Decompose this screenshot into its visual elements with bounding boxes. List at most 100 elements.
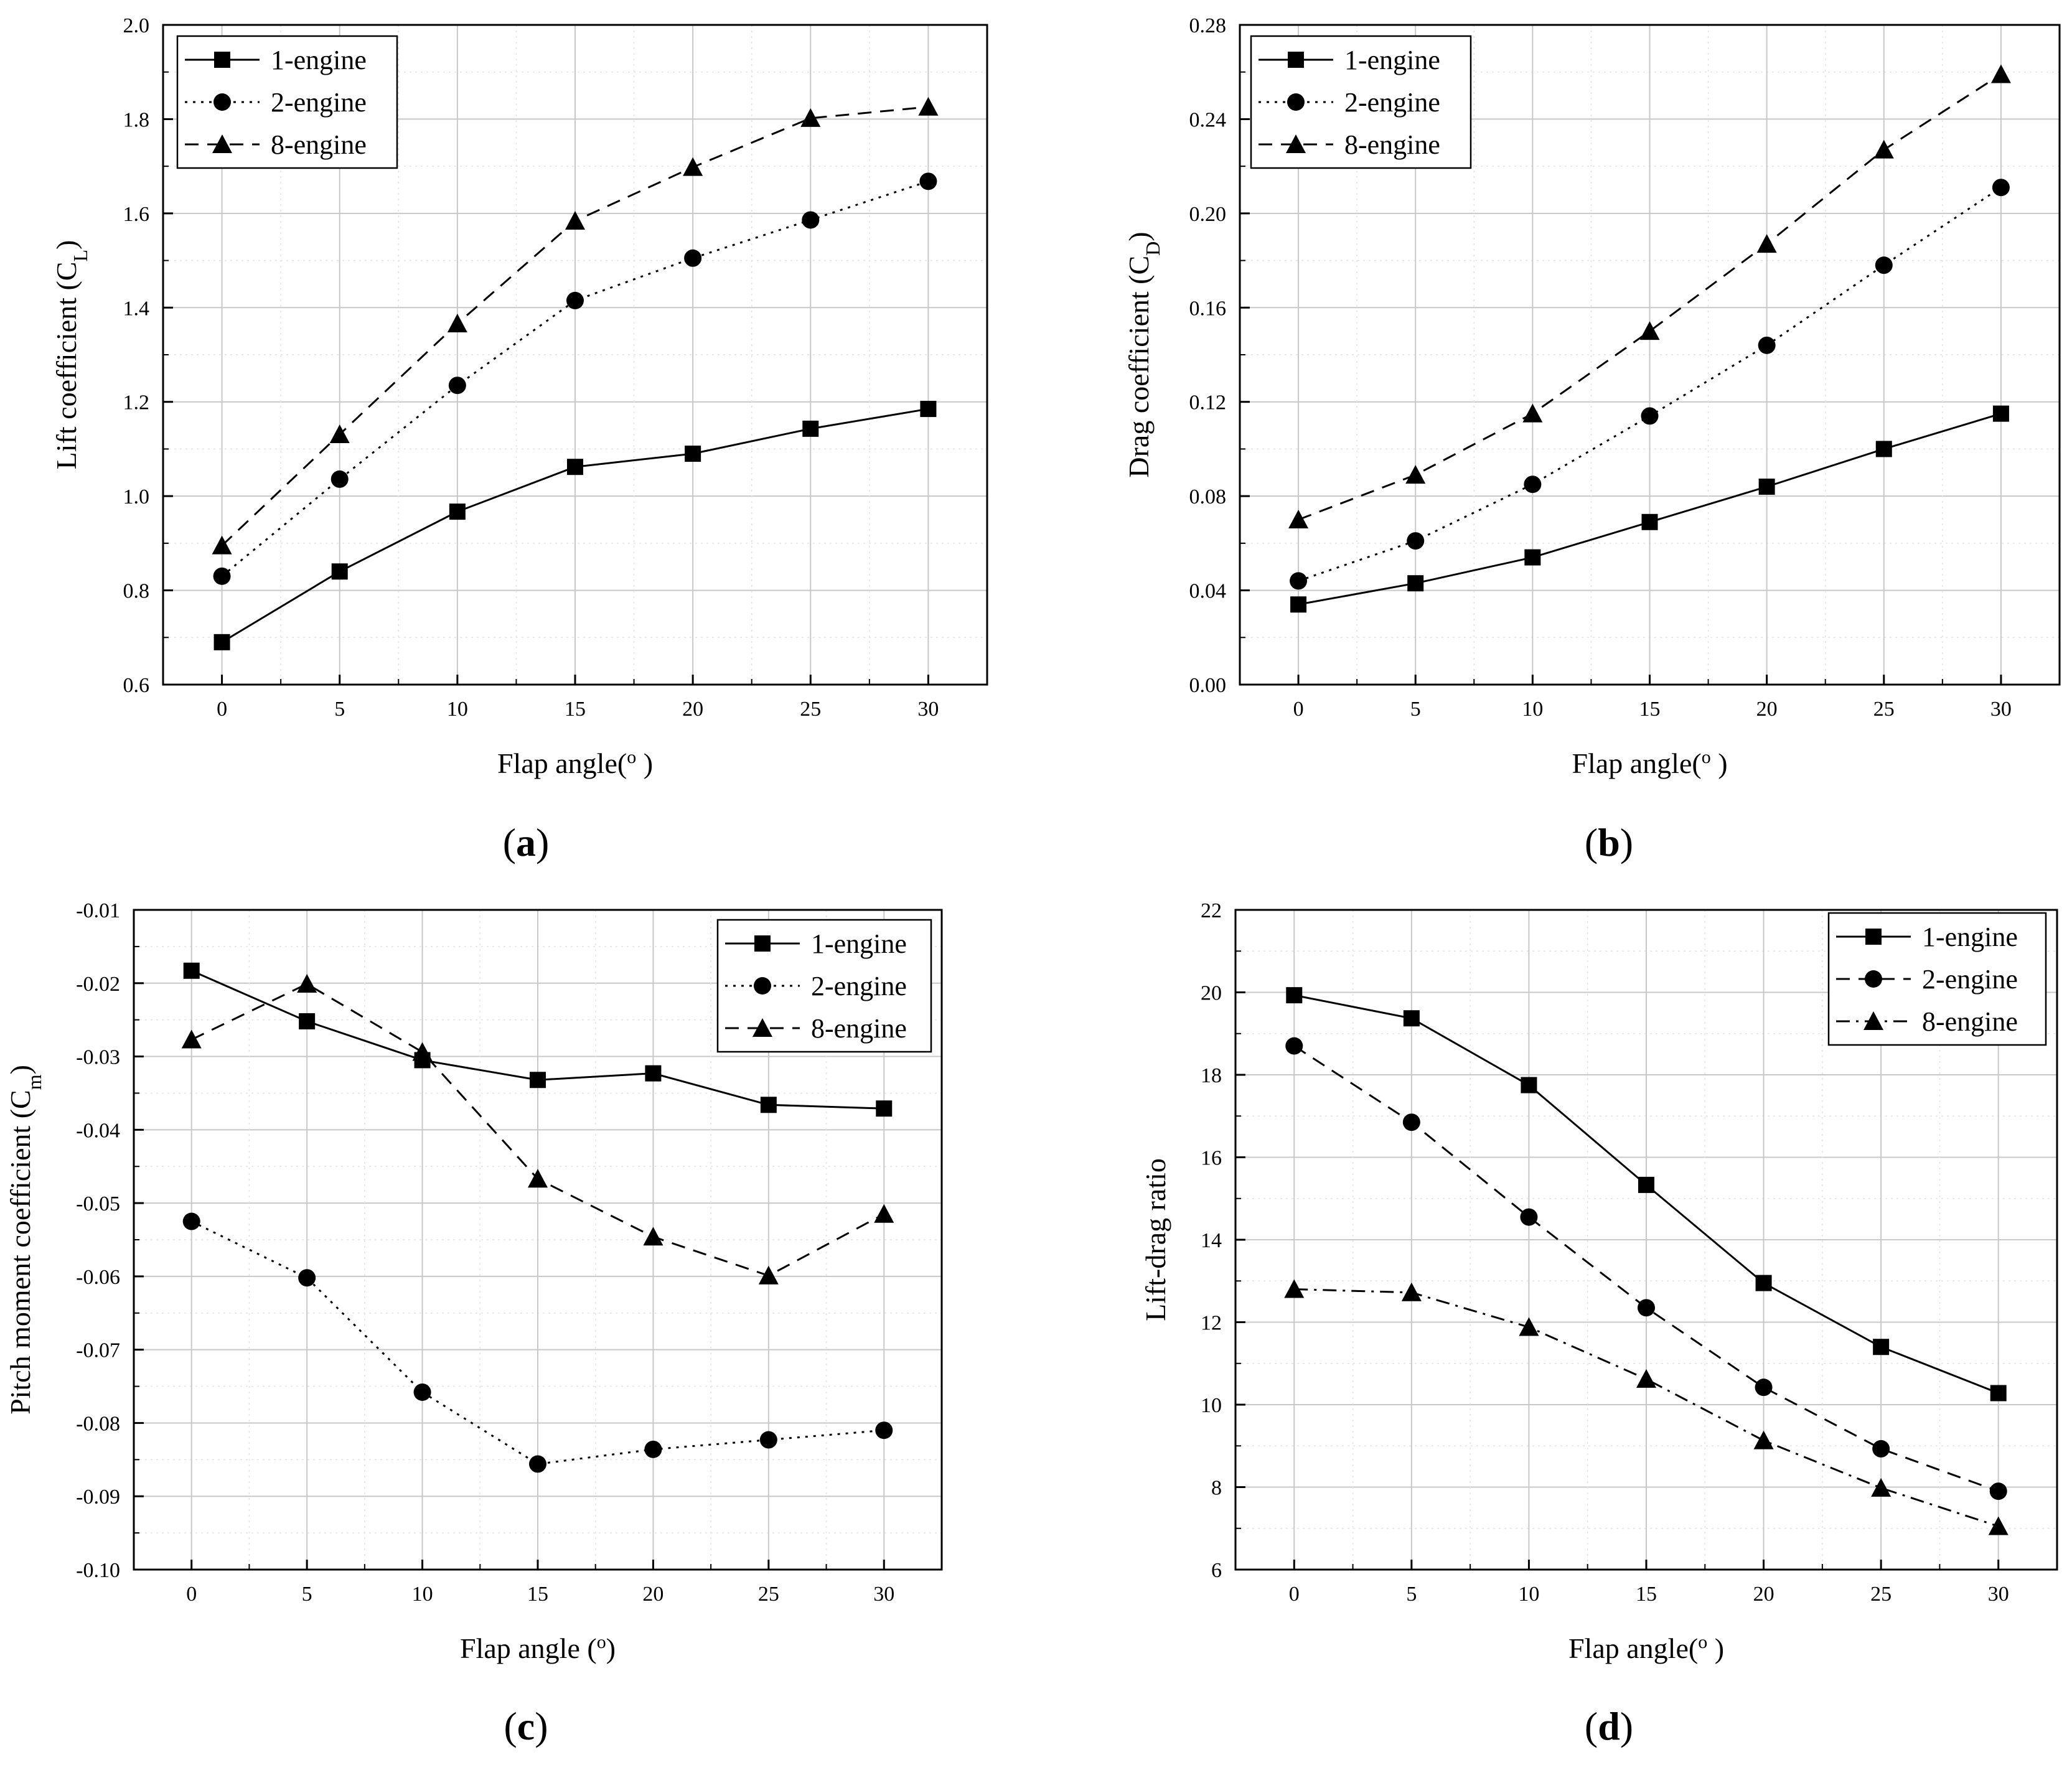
- y-axis-title-text: Drag coefficient (C: [1123, 256, 1155, 478]
- x-axis-title-degree: o: [597, 1632, 606, 1652]
- data-point-2-engine: [448, 377, 466, 395]
- y-tick-label: 0.8: [123, 580, 150, 603]
- series-8-engine: [212, 96, 939, 555]
- legend-marker-8-engine: [212, 134, 232, 153]
- panel-label-open: (: [504, 1704, 517, 1748]
- data-point-1-engine: [1290, 596, 1307, 613]
- x-tick-label: 5: [1406, 1583, 1417, 1606]
- data-point-2-engine: [298, 1269, 316, 1287]
- series-8-engine: [1288, 64, 2011, 528]
- y-axis-title: Drag coefficient (CD): [1123, 232, 1164, 477]
- panel-label-close: ): [536, 820, 549, 864]
- data-point-8-engine: [1873, 139, 1894, 159]
- data-point-1-engine: [1403, 1010, 1420, 1027]
- x-tick-label: 30: [917, 698, 939, 721]
- data-point-8-engine: [1990, 64, 2011, 83]
- y-tick-label: 2.0: [123, 14, 150, 37]
- series-2-engine: [1290, 179, 2010, 590]
- y-tick-label: 0.16: [1189, 297, 1227, 320]
- series-1-engine: [1290, 405, 2009, 613]
- x-axis-title: Flap angle(o ): [497, 747, 653, 780]
- data-point-8-engine: [1401, 1282, 1422, 1301]
- data-point-2-engine: [566, 291, 584, 309]
- x-tick-label: 30: [1990, 698, 2012, 721]
- x-tick-label: 5: [1410, 698, 1421, 721]
- data-point-1-engine: [1992, 405, 2009, 422]
- x-tick-label: 25: [1873, 698, 1895, 721]
- data-point-8-engine: [297, 973, 317, 993]
- series-8-engine: [1284, 1279, 2009, 1535]
- x-tick-label: 0: [217, 698, 227, 721]
- data-point-1-engine: [449, 503, 466, 520]
- x-axis-title-close: ): [606, 1632, 616, 1664]
- legend-marker-2-engine: [213, 93, 231, 111]
- legend-label-2-engine: 2-engine: [1344, 87, 1440, 118]
- y-tick-label: 18: [1201, 1064, 1222, 1087]
- y-tick-label: -0.06: [76, 1266, 120, 1289]
- x-axis-title-degree: o: [1698, 1632, 1707, 1652]
- x-tick-label: 20: [682, 698, 703, 721]
- legend-marker-1-engine: [1865, 929, 1882, 945]
- data-point-2-engine: [1755, 1379, 1773, 1397]
- series-8-engine: [181, 973, 894, 1285]
- x-axis-title: Flap angle(o ): [1572, 747, 1727, 780]
- series-2-engine: [182, 1212, 893, 1473]
- data-point-2-engine: [1758, 336, 1776, 354]
- x-axis-title-degree: o: [627, 747, 636, 767]
- y-tick-label: 0.08: [1189, 485, 1227, 508]
- data-point-1-engine: [920, 401, 937, 418]
- y-tick-label: 0.28: [1189, 14, 1227, 37]
- data-point-8-engine: [528, 1169, 548, 1188]
- y-axis-title: Lift coefficient (CL): [50, 240, 91, 470]
- y-tick-label: 16: [1201, 1147, 1222, 1170]
- panel-label: (d): [1585, 1704, 1633, 1748]
- x-tick-label: 10: [1518, 1583, 1539, 1606]
- data-point-8-engine: [565, 210, 585, 230]
- y-tick-label: -0.05: [76, 1192, 120, 1215]
- data-point-8-engine: [918, 96, 939, 116]
- panel-label: (a): [503, 820, 550, 864]
- data-point-1-engine: [331, 563, 348, 580]
- legend-label-2-engine: 2-engine: [271, 87, 367, 118]
- data-point-2-engine: [759, 1431, 777, 1449]
- data-point-8-engine: [1988, 1516, 2009, 1535]
- data-point-1-engine: [1521, 1077, 1537, 1093]
- chart-panel-b: 0.00 0.04 0.08 0.12 0.16 0.20 0.24 0.28 0 5 10 15 20…: [1123, 14, 2061, 864]
- legend-box: [716, 919, 932, 1053]
- data-point-8-engine: [1636, 1369, 1656, 1388]
- data-point-2-engine: [802, 211, 820, 229]
- x-tick-label: 15: [527, 1583, 548, 1606]
- panel-label: (c): [504, 1704, 548, 1748]
- legend-marker-1-engine: [214, 52, 230, 68]
- x-tick-label: 15: [1636, 1583, 1657, 1606]
- x-axis-title: Flap angle(o ): [1568, 1632, 1724, 1665]
- data-point-8-engine: [1519, 1317, 1539, 1336]
- y-tick-label: -0.07: [76, 1339, 120, 1362]
- y-tick-label: -0.08: [76, 1412, 120, 1435]
- legend: 1-engine 2-engine 8-engine: [1250, 35, 1472, 169]
- data-point-2-engine: [875, 1421, 893, 1440]
- panel-label: (b): [1585, 820, 1633, 864]
- y-tick-label: 6: [1211, 1559, 1222, 1582]
- x-axis-title-text: Flap angle(: [1568, 1632, 1698, 1664]
- y-tick-label: 0.00: [1189, 674, 1227, 697]
- data-point-1-engine: [876, 1100, 893, 1117]
- data-point-2-engine: [529, 1455, 546, 1473]
- y-tick-label: 14: [1201, 1229, 1222, 1252]
- y-tick-label: -0.09: [76, 1486, 120, 1509]
- data-point-2-engine: [1992, 179, 2010, 197]
- y-tick-label: -0.04: [76, 1119, 120, 1142]
- legend-label-2-engine: 2-engine: [811, 971, 907, 1001]
- x-tick-label: 10: [1522, 698, 1543, 721]
- x-tick-label: 30: [1988, 1583, 2009, 1606]
- data-point-1-engine: [1990, 1385, 2007, 1402]
- x-tick-label: 20: [1753, 1583, 1774, 1606]
- legend-label-8-engine: 8-engine: [271, 129, 367, 160]
- data-point-1-engine: [802, 420, 819, 437]
- data-point-1-engine: [1524, 549, 1541, 566]
- data-point-8-engine: [1522, 403, 1543, 423]
- legend: 1-engine 2-engine 8-engine: [176, 35, 398, 169]
- y-tick-label: -0.01: [76, 899, 120, 922]
- data-point-1-engine: [213, 634, 230, 650]
- data-point-8-engine: [329, 424, 350, 443]
